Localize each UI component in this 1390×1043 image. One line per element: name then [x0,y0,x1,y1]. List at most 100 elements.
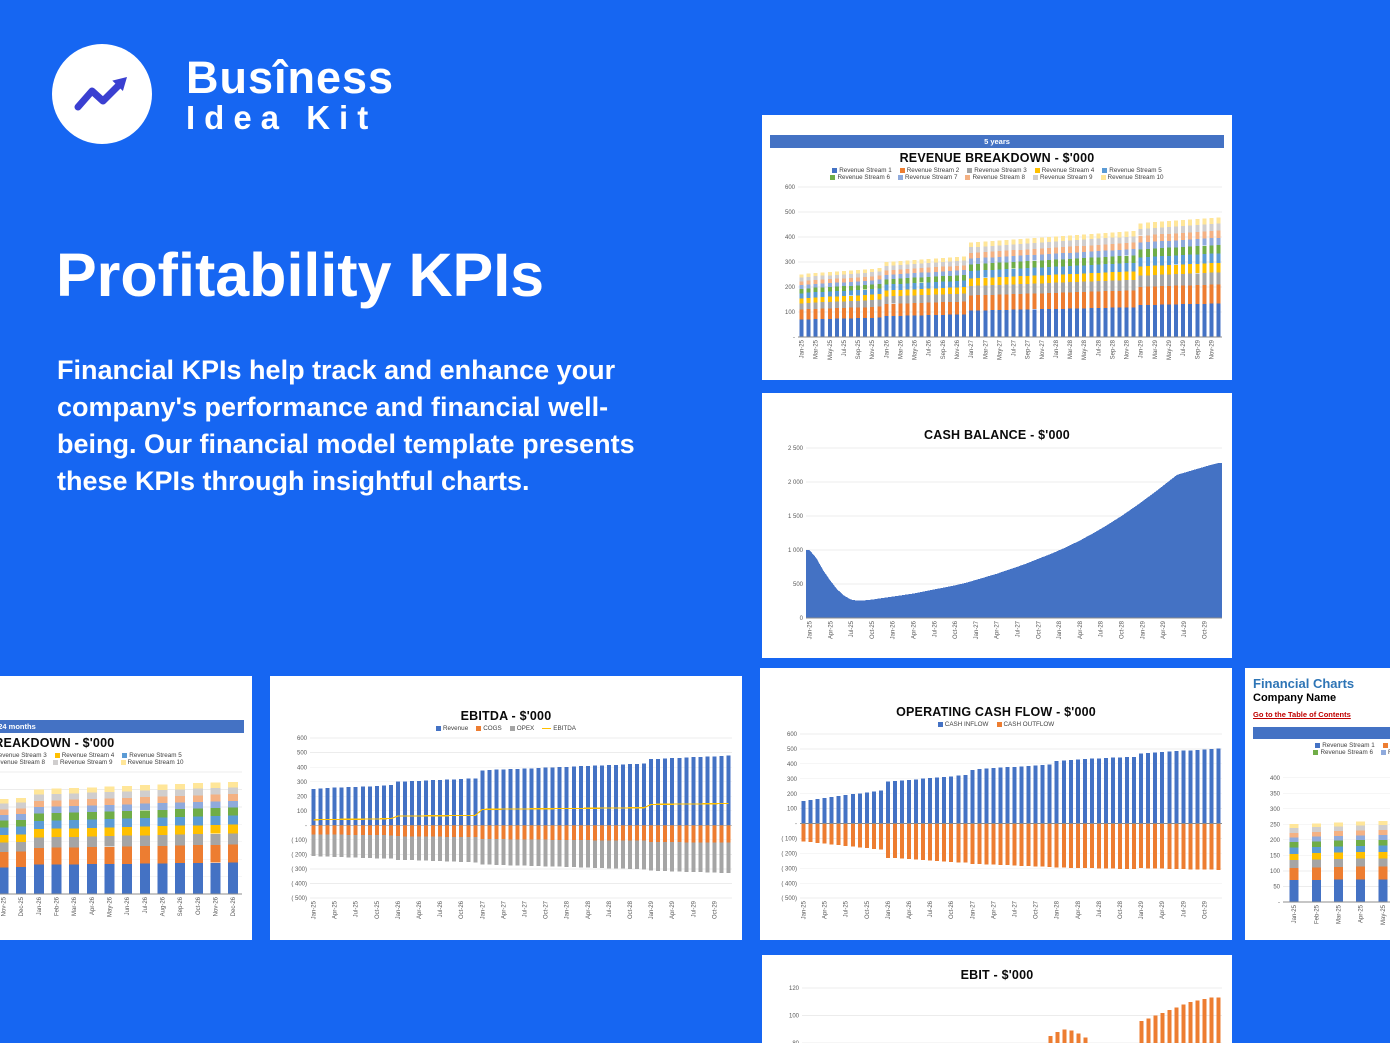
revenue-breakdown-24m-chart: 35030025020015010050-Jan-25Feb-25Mar-25A… [0,766,246,924]
svg-text:May-28: May-28 [1082,339,1088,360]
svg-text:Jul-26: Jul-26 [143,896,149,913]
svg-text:Apr-26: Apr-26 [417,900,423,919]
legend-item: Revenue Stream 1 [832,167,892,174]
svg-text:May-27: May-27 [997,339,1003,360]
svg-text:Jan-25: Jan-25 [802,900,808,919]
logo-icon [52,44,152,144]
svg-text:120: 120 [789,986,800,992]
svg-text:Jul-28: Jul-28 [1096,339,1102,356]
svg-text:300: 300 [297,780,308,786]
svg-text:Jul-27: Jul-27 [1012,339,1018,356]
legend-item: Revenue Stream 7 [897,174,957,181]
svg-text:Jul-29: Jul-29 [1181,900,1187,917]
svg-text:Mar-26: Mar-26 [899,339,905,359]
svg-text:500: 500 [785,210,796,216]
svg-text:Mar-25: Mar-25 [1336,904,1342,924]
svg-text:Sep-26: Sep-26 [178,896,184,916]
svg-text:Nov-28: Nov-28 [1125,339,1131,359]
svg-text:Oct-27: Oct-27 [1036,620,1042,639]
svg-text:May-26: May-26 [108,896,114,917]
svg-text:Jan-28: Jan-28 [1054,339,1060,358]
svg-text:400: 400 [1270,776,1281,782]
svg-text:Apr-26: Apr-26 [907,900,913,919]
svg-text:Sep-27: Sep-27 [1026,339,1032,359]
svg-text:( 300): ( 300) [781,866,797,872]
svg-text:Apr-25: Apr-25 [333,900,339,919]
svg-text:( 500): ( 500) [781,896,797,902]
svg-text:Jan-26: Jan-26 [884,339,890,358]
svg-text:Jan-28: Jan-28 [1057,620,1063,639]
svg-text:Jul-26: Jul-26 [927,339,933,356]
chart-title: REVENUE BREAKDOWN - $'000 [899,151,1095,165]
svg-text:Apr-26: Apr-26 [90,896,96,915]
legend-item: Revenue Stream 5 [122,752,182,759]
page-description: Financial KPIs help track and enhance yo… [57,355,635,496]
svg-text:Apr-29: Apr-29 [1161,620,1167,639]
svg-text:Mar-25: Mar-25 [814,339,820,359]
svg-text:1 000: 1 000 [788,548,804,554]
svg-text:Mar-28: Mar-28 [1068,339,1074,359]
svg-text:( 100): ( 100) [291,838,307,844]
svg-text:400: 400 [785,235,796,241]
logo-name: Busîness [186,52,395,103]
svg-text:400: 400 [787,762,798,768]
revenue-breakdown-mini-chart: 400 350 300 250 200 150 100 50 - Jan-25 Feb-25 Mar-… [1253,756,1390,932]
chart-legend: CASH INFLOW CASH OUTFLOW [766,721,1226,728]
legend-item: Revenue Stream 5 [1102,167,1162,174]
svg-text:Nov-25: Nov-25 [2,896,8,916]
operating-cash-flow-chart: 600 500 400 300 200 100 - ( 100) ( 200) ( 300) ( 4… [766,728,1226,928]
cash-balance-chart: 2 500 2 000 1 500 1 000 500 0 Jan-25 Apr-25 Jul-… [768,442,1226,648]
legend-item: Revenue Stream 9 [1033,174,1093,181]
svg-text:Jan-29: Jan-29 [1139,339,1145,358]
legend-item: Revenue Stream 2 [899,167,959,174]
svg-text:Nov-26: Nov-26 [214,896,220,916]
svg-text:Jul-25: Jul-25 [842,339,848,356]
legend-item: Revenue Stream 7 [1380,749,1390,756]
svg-text:Jan-25: Jan-25 [800,339,806,358]
svg-text:-: - [793,335,795,341]
svg-text:Oct-25: Oct-25 [375,900,381,919]
revenue-breakdown-5y-chart: 600 500 400 300 200 100 - Jan-25 Mar-25 May-25 Jul… [768,181,1226,367]
svg-text:( 400): ( 400) [291,882,307,888]
logo-subname: Idea Kit [186,99,378,137]
svg-text:Oct-28: Oct-28 [628,900,634,919]
svg-text:Jul-26: Jul-26 [438,900,444,917]
legend-item: Revenue Stream 4 [54,752,114,759]
svg-text:300: 300 [787,777,798,783]
svg-text:Jan-28: Jan-28 [1055,900,1061,919]
svg-text:100: 100 [787,807,798,813]
svg-text:Apr-25: Apr-25 [823,900,829,919]
svg-text:Jan-27: Jan-27 [969,339,975,358]
svg-text:Oct-27: Oct-27 [1034,900,1040,919]
legend-item: Revenue [435,725,468,732]
legend-item: Revenue Stream 6 [830,174,890,181]
svg-text:Oct-27: Oct-27 [544,900,550,919]
svg-text:Jul-25: Jul-25 [354,900,360,917]
svg-text:Jul-27: Jul-27 [1016,620,1022,637]
svg-text:Apr-27: Apr-27 [501,900,507,919]
svg-text:Oct-26: Oct-26 [949,900,955,919]
chart-title: REVENUE BREAKDOWN - $'000 [0,736,115,750]
svg-text:Jul-28: Jul-28 [607,900,613,917]
svg-text:2 500: 2 500 [788,446,804,452]
svg-text:500: 500 [297,751,308,757]
legend-item: Revenue Stream 3 [0,752,47,759]
ebitda-chart: 600 500 400 300 200 100 - ( 100) ( 200) ( 300) ( 4… [276,732,736,928]
svg-text:0: 0 [800,616,804,622]
chart-title: EBIT - $'000 [960,968,1034,982]
svg-text:Jan-28: Jan-28 [565,900,571,919]
svg-text:Sep-25: Sep-25 [856,339,862,359]
svg-text:-: - [795,822,797,828]
legend-item: Revenue Stream 10 [120,759,184,766]
svg-text:Oct-26: Oct-26 [196,896,202,915]
svg-text:Apr-28: Apr-28 [1078,620,1084,639]
trend-arrow-icon [74,82,122,111]
svg-text:Jul-29: Jul-29 [1181,339,1187,356]
panel-revenue-breakdown-24m: 24 months REVENUE BREAKDOWN - $'000 Reve… [0,676,252,940]
svg-text:May-25: May-25 [1381,904,1387,925]
table-of-contents-link[interactable]: Go to the Table of Contents [1253,710,1351,719]
legend-item: Revenue Stream 6 [1313,749,1373,756]
svg-text:Oct-25: Oct-25 [870,620,876,639]
